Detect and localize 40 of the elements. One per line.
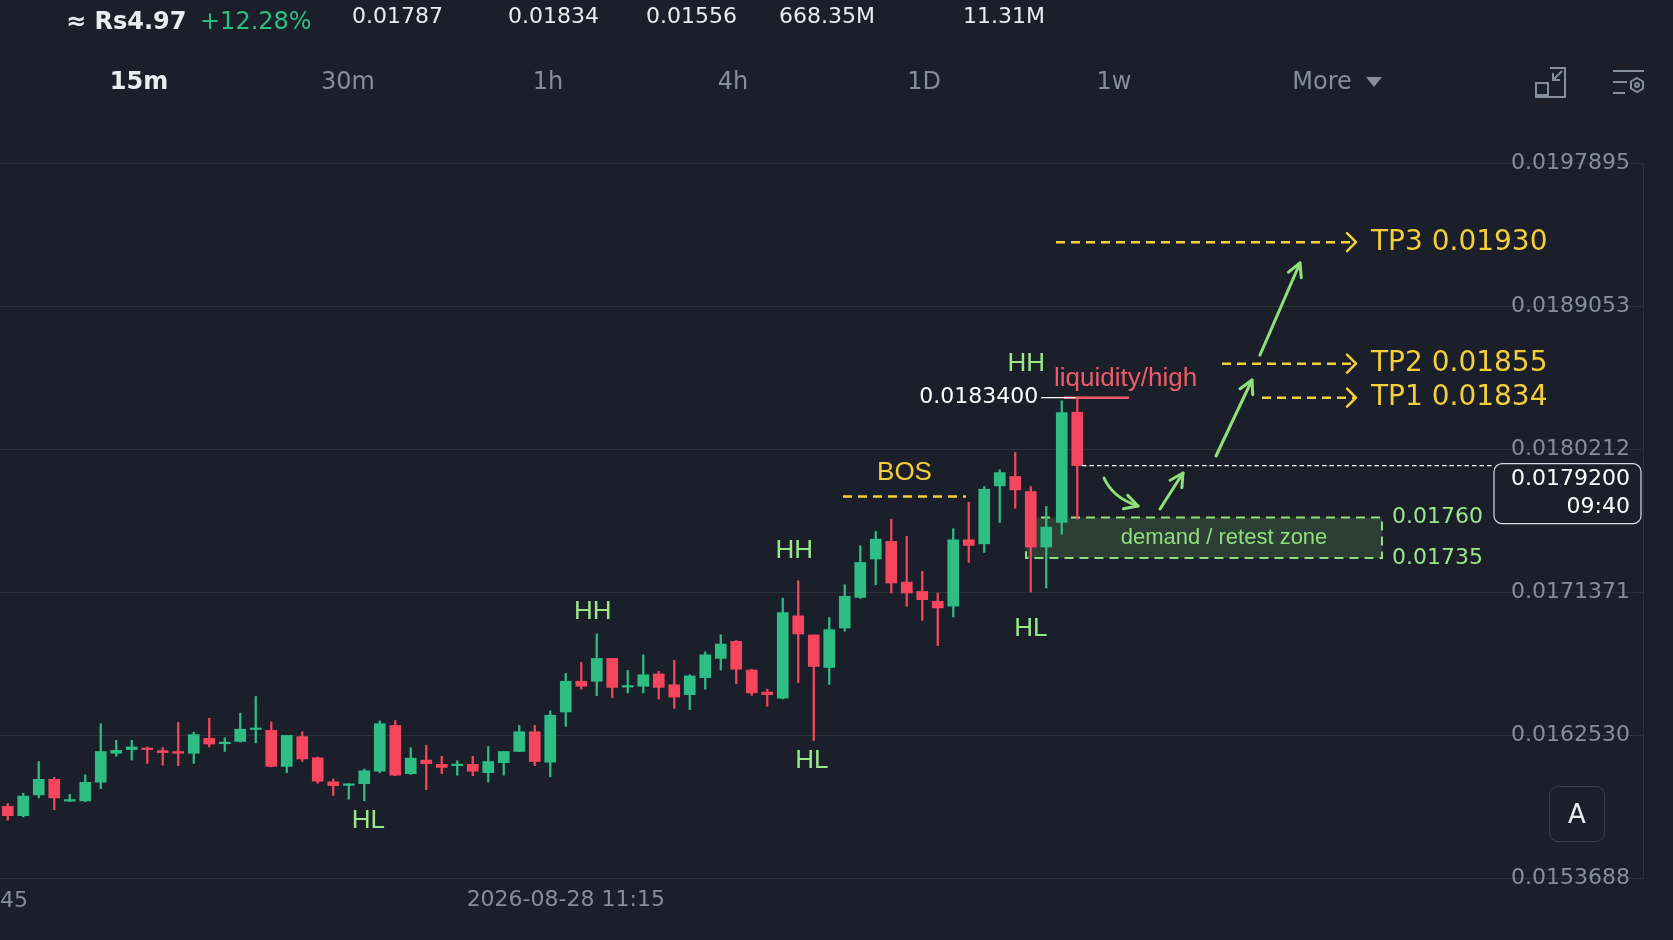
text: 0.01787	[352, 3, 443, 29]
y-tick-label: 0.0197895	[1511, 148, 1630, 174]
y-tick-label: 0.0171371	[1511, 578, 1630, 604]
annotation: HH	[573, 595, 612, 626]
text: 45	[0, 886, 28, 912]
annotation: HH	[775, 533, 814, 564]
band-label: demand / retest zone	[1120, 523, 1328, 549]
x-tick-label: 2026-08-28 11:15	[466, 885, 665, 911]
ref-line-label: BOS	[877, 455, 932, 486]
text: 668.35M	[779, 3, 875, 29]
text: 0.01556	[646, 3, 737, 29]
text: 1D	[907, 67, 941, 96]
text: ≈ Rs4.97	[66, 7, 187, 36]
ref-line-label: TP1 0.01834	[1370, 378, 1548, 412]
text: 11.31M	[963, 3, 1045, 29]
text: 4h	[717, 67, 749, 96]
y-tick-label: 0.0153688	[1511, 864, 1630, 890]
annotation: 09:40	[1566, 493, 1630, 519]
text: 1w	[1096, 67, 1132, 96]
ref-line-label: 0.0179200	[1511, 465, 1630, 491]
annotation: 0.01735	[1392, 543, 1483, 569]
annotation: HL	[351, 803, 385, 834]
ref-line-label: TP3 0.01930	[1370, 223, 1548, 257]
annotation: HH	[1007, 346, 1046, 377]
text: 1h	[532, 67, 564, 96]
ref-line-label: TP2 0.01855	[1370, 344, 1548, 378]
annotation: 0.0183400	[919, 383, 1039, 409]
annotation: HL	[795, 743, 829, 774]
text: More	[1292, 67, 1352, 96]
y-tick-label: 0.0162530	[1511, 721, 1630, 747]
annotation: HL	[1014, 612, 1048, 643]
annotation: 0.01760	[1392, 503, 1483, 529]
letter-button: A	[1549, 786, 1605, 842]
text: 30m	[321, 67, 375, 96]
y-tick-label: 0.0180212	[1511, 434, 1630, 460]
text: 0.01834	[508, 3, 599, 29]
y-tick-label: 0.0189053	[1511, 291, 1630, 317]
ref-line-label: liquidity/high	[1054, 361, 1198, 392]
text: 15m	[109, 67, 169, 96]
text: +12.28%	[200, 7, 312, 36]
